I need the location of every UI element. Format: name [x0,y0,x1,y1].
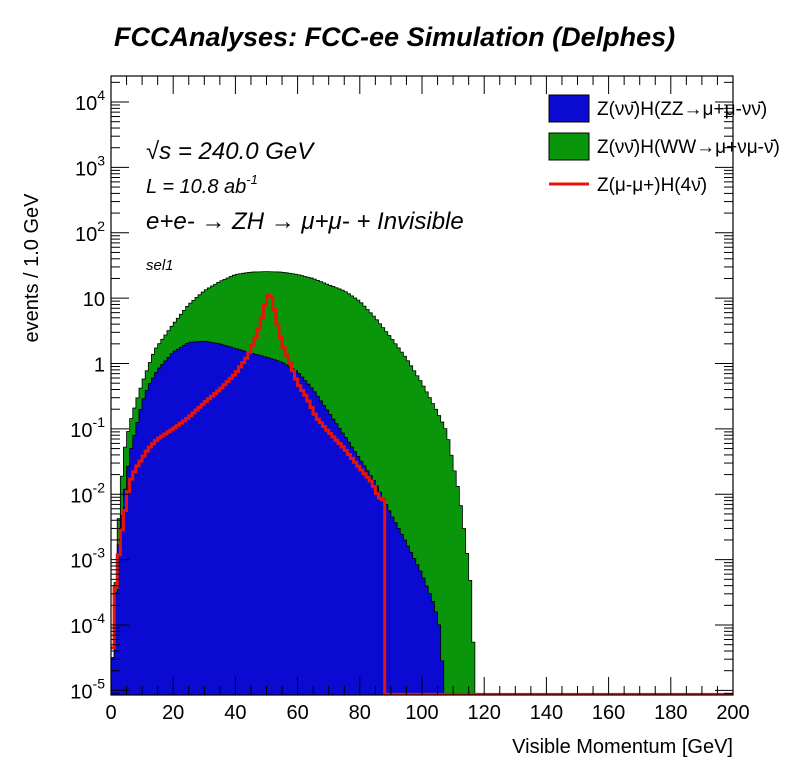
legend-entry-zz: Z(νν̄)H(ZZ→μ+μ-νν̄) [548,94,767,123]
y-axis-title: events / 1.0 GeV [21,193,43,343]
x-axis: 0 20 40 60 80 100 120 140 160 180 200 [105,76,750,724]
plot-area [111,271,733,695]
x-tick-label: 0 [105,702,116,724]
series-zz-fill [111,340,445,695]
y-tick-label: 10 [83,289,105,311]
legend: Z(νν̄)H(ZZ→μ+μ-νν̄) Z(νν̄)H(WW→μ+νμ-ν̄) Z(… [548,94,780,196]
y-axis: 10-5 10-4 10-3 10-2 10-1 1 10 102 103 104 [70,81,733,703]
legend-label: Z(μ-μ+)H(4ν̄) [597,175,707,196]
legend-label: Z(νν̄)H(ZZ→μ+μ-νν̄) [597,99,767,120]
y-tick-label: 10-4 [70,610,105,638]
sqrt-s-annotation: √s = 240.0 GeV [146,138,315,165]
legend-swatch [548,132,590,161]
x-tick-label: 140 [530,702,563,724]
annotation-block: √s = 240.0 GeV L = 10.8 ab-1 e+e- → ZH →… [146,138,464,274]
legend-label: Z(νν̄)H(WW→μ+νμ-ν̄) [597,137,780,158]
y-tick-label: 10-3 [70,545,105,573]
x-tick-label: 100 [405,702,438,724]
y-tick-label: 10-5 [70,675,105,703]
x-tick-label: 120 [468,702,501,724]
y-tick-label: 102 [75,218,105,246]
y-tick-label: 10-2 [70,479,105,507]
legend-swatch [548,94,590,123]
legend-entry-mumu: Z(μ-μ+)H(4ν̄) [549,175,707,196]
x-tick-label: 20 [162,702,184,724]
x-axis-title: Visible Momentum [GeV] [512,736,733,758]
x-tick-label: 180 [654,702,687,724]
selection-annotation: sel1 [146,257,174,274]
y-tick-label: 1 [94,355,105,377]
y-tick-label: 104 [75,87,105,115]
legend-entry-ww: Z(νν̄)H(WW→μ+νμ-ν̄) [548,132,780,161]
x-tick-label: 80 [349,702,371,724]
y-tick-label: 103 [75,152,105,180]
x-tick-label: 160 [592,702,625,724]
chart-title: FCCAnalyses: FCC-ee Simulation (Delphes) [114,22,675,52]
x-tick-label: 40 [224,702,246,724]
process-annotation: e+e- → ZH → μ+μ- + Invisible [146,208,464,235]
x-tick-label: 60 [286,702,308,724]
y-tick-label: 10-1 [70,414,105,442]
series-mumu-line [111,294,733,695]
luminosity-annotation: L = 10.8 ab-1 [146,172,258,198]
x-tick-label: 200 [716,702,749,724]
